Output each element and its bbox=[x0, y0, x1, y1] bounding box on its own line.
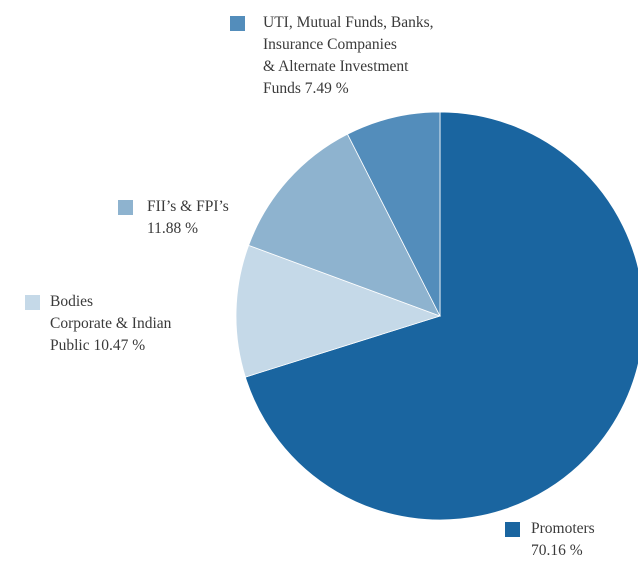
legend-label: Promoters 70.16 % bbox=[531, 518, 621, 562]
pie-slice bbox=[235, 244, 442, 378]
value-label: 10.47 % bbox=[93, 337, 146, 354]
value-label: 7.49 % bbox=[304, 80, 349, 97]
legend-name: UTI, Mutual Funds, Banks, Insurance Comp… bbox=[263, 14, 434, 97]
legend-label: FII’s & FPI’s 11.88 % bbox=[147, 196, 257, 240]
legend-swatch bbox=[505, 522, 520, 537]
pie-slice bbox=[346, 111, 441, 317]
value-label: 11.88 % bbox=[147, 220, 199, 237]
legend-name: FII’s & FPI’s bbox=[147, 198, 229, 215]
legend-name: Promoters bbox=[531, 520, 595, 537]
pie-slice bbox=[248, 133, 441, 317]
legend-swatch bbox=[25, 295, 40, 310]
legend-swatch bbox=[118, 200, 133, 215]
pie-slice bbox=[244, 111, 638, 521]
legend-swatch bbox=[230, 16, 245, 31]
value-label: 70.16 % bbox=[531, 542, 583, 559]
legend-name: Bodies Corporate & Indian Public bbox=[50, 293, 172, 354]
legend-label: UTI, Mutual Funds, Banks, Insurance Comp… bbox=[263, 12, 563, 100]
legend-label: Bodies Corporate & Indian Public 10.47 % bbox=[50, 291, 270, 357]
